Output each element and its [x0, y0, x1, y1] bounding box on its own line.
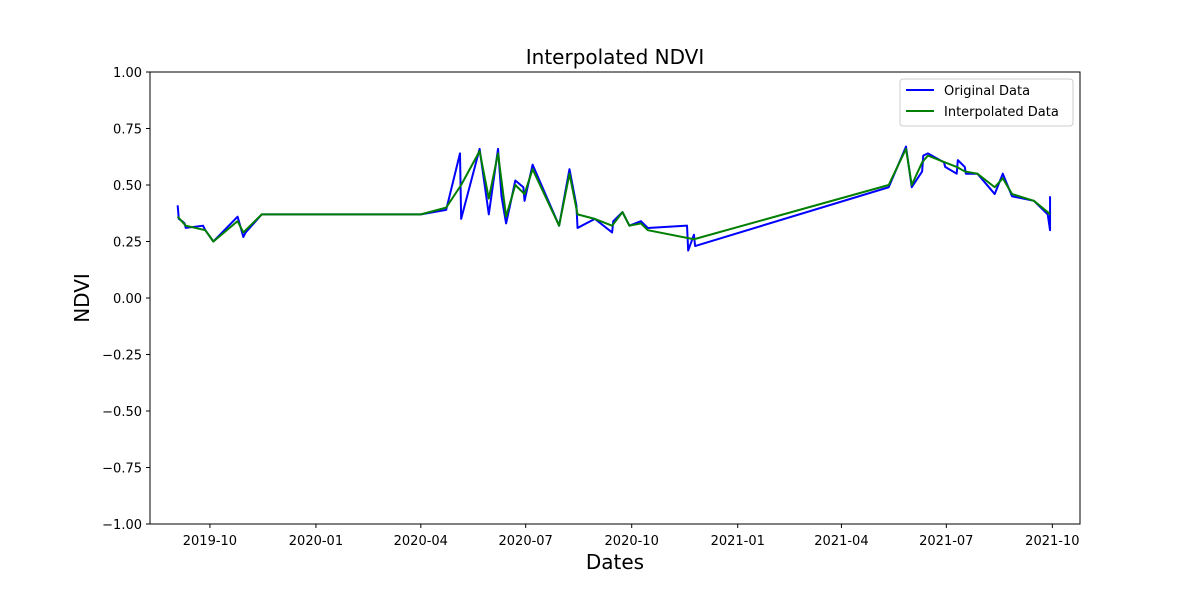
series-layer — [176, 145, 1052, 252]
x-axis: 2019-10 2020-01 2020-04 2020-07 2020-10 2021-… — [183, 524, 1080, 549]
chart-title: Interpolated NDVI — [526, 45, 704, 69]
x-tick-label: 2020-01 — [289, 534, 343, 549]
x-tick-label: 2021-07 — [919, 534, 973, 549]
legend: Original Data Interpolated Data — [899, 78, 1074, 127]
x-tick-label: 2019-10 — [183, 534, 237, 549]
x-tick-label: 2021-10 — [1025, 534, 1079, 549]
x-tick-label: 2020-10 — [605, 534, 659, 549]
y-tick-label: 0.75 — [113, 123, 142, 138]
y-tick-label: 0.25 — [113, 236, 142, 251]
legend-box — [899, 78, 1074, 127]
series-line-interpolated — [176, 147, 1051, 243]
legend-label-original: Original Data — [944, 84, 1030, 99]
x-tick-label: 2020-04 — [394, 534, 448, 549]
x-tick-label: 2021-04 — [814, 534, 868, 549]
y-tick-label: 0.50 — [113, 179, 142, 194]
x-tick-label: 2020-07 — [499, 534, 553, 549]
y-axis-label: NDVI — [70, 273, 94, 323]
y-tick-label: −0.25 — [102, 349, 142, 364]
legend-label-interpolated: Interpolated Data — [944, 105, 1059, 120]
y-axis: 1.00 0.75 0.50 0.25 0.00 −0.25 −0.50 −0.75 −1.00 — [102, 66, 150, 533]
y-tick-label: −0.50 — [102, 405, 142, 420]
x-axis-label: Dates — [586, 550, 644, 574]
y-tick-label: −1.00 — [102, 518, 142, 533]
y-tick-label: 1.00 — [113, 66, 142, 81]
y-tick-label: 0.00 — [113, 292, 142, 307]
y-tick-label: −0.75 — [102, 462, 142, 477]
x-tick-label: 2021-01 — [711, 534, 765, 549]
